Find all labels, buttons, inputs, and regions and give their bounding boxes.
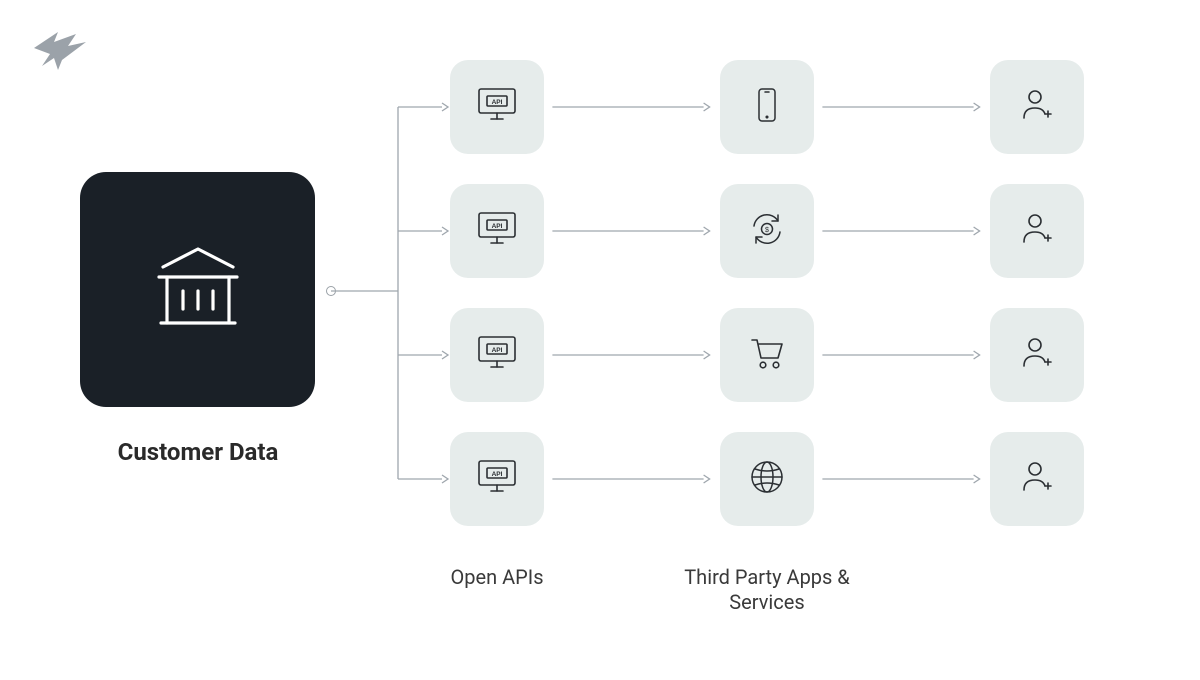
column-label-apis: Open APIs [397, 565, 597, 590]
column-label-services: Third Party Apps & Services [647, 565, 887, 615]
flow-arrows [0, 0, 1200, 680]
